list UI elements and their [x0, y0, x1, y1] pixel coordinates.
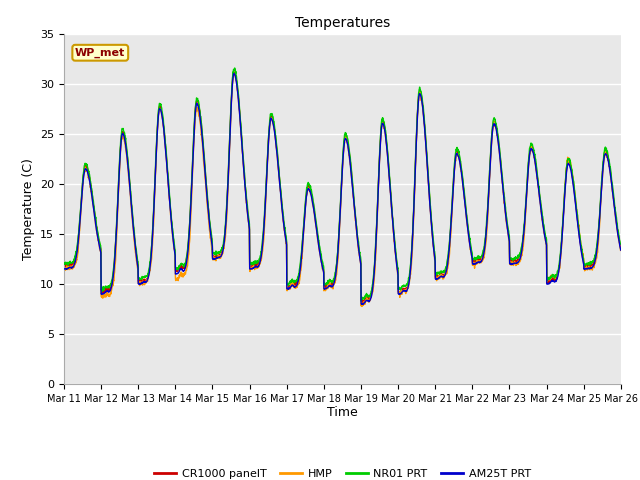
Title: Temperatures: Temperatures	[295, 16, 390, 30]
X-axis label: Time: Time	[327, 407, 358, 420]
Legend: CR1000 panelT, HMP, NR01 PRT, AM25T PRT: CR1000 panelT, HMP, NR01 PRT, AM25T PRT	[150, 465, 535, 480]
Text: WP_met: WP_met	[75, 48, 125, 58]
Y-axis label: Temperature (C): Temperature (C)	[22, 158, 35, 260]
